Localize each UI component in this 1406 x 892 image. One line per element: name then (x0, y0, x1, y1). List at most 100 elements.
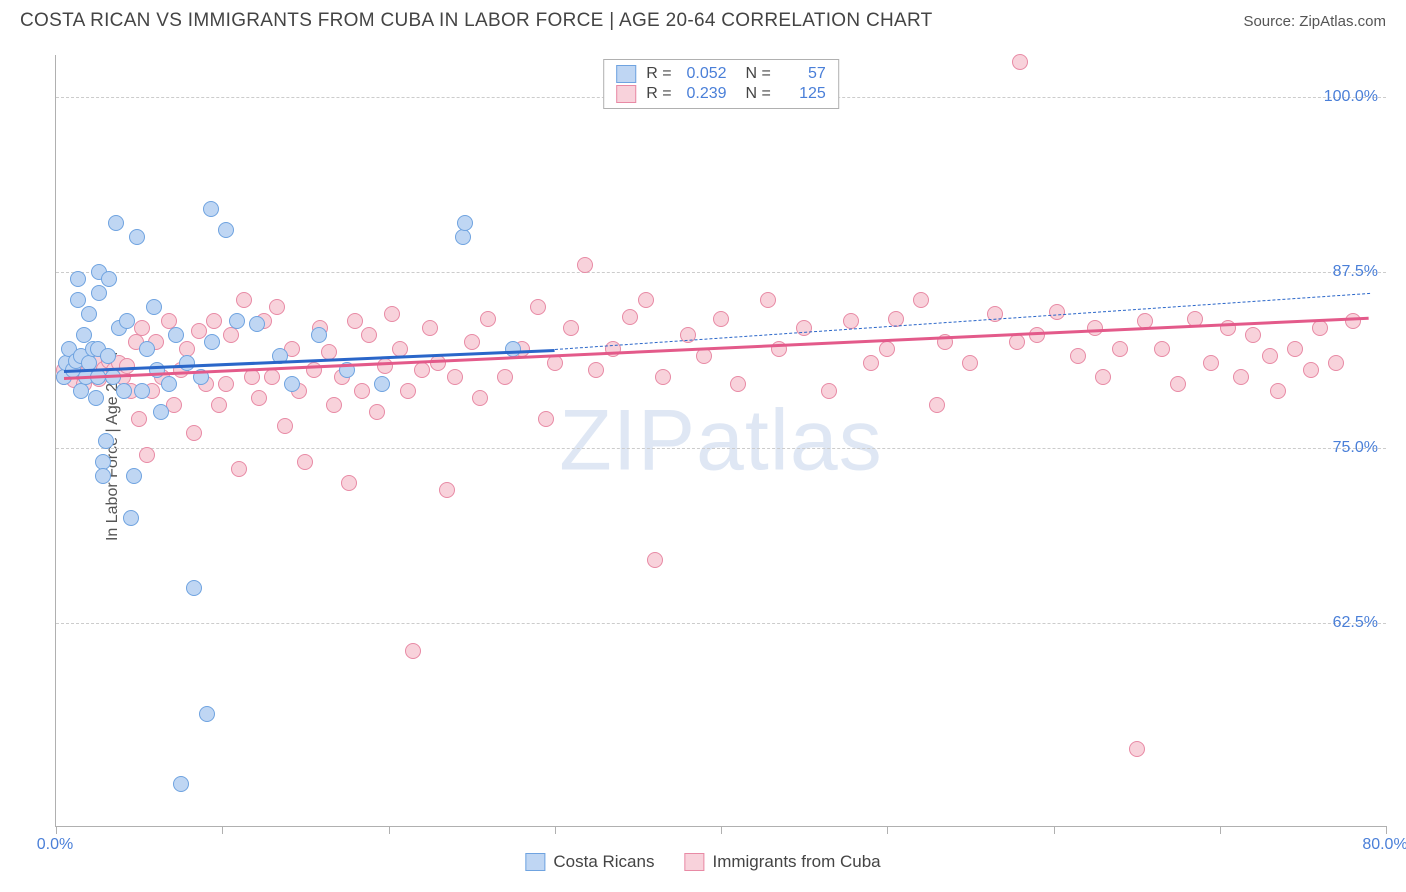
scatter-point (134, 383, 150, 399)
scatter-point (655, 369, 671, 385)
scatter-point (1287, 341, 1303, 357)
scatter-point (70, 292, 86, 308)
scatter-point (236, 292, 252, 308)
x-tick (56, 826, 57, 834)
scatter-point (455, 229, 471, 245)
scatter-point (1012, 54, 1028, 70)
scatter-point (206, 313, 222, 329)
scatter-point (760, 292, 776, 308)
legend-label-1: Immigrants from Cuba (712, 852, 880, 872)
n-label: N = (737, 65, 771, 83)
scatter-point (341, 475, 357, 491)
scatter-point (796, 320, 812, 336)
scatter-point (191, 323, 207, 339)
r-label: R = (646, 85, 671, 103)
scatter-point (447, 369, 463, 385)
scatter-point (297, 454, 313, 470)
scatter-point (422, 320, 438, 336)
r-value-1: 0.239 (682, 85, 727, 103)
scatter-point (168, 327, 184, 343)
legend-swatch-1 (616, 85, 636, 103)
gridline (56, 272, 1386, 273)
scatter-point (218, 222, 234, 238)
scatter-point (229, 313, 245, 329)
scatter-point (1049, 304, 1065, 320)
scatter-point (251, 390, 267, 406)
scatter-point (538, 411, 554, 427)
scatter-point (119, 313, 135, 329)
scatter-plot-area: ZIPatlas R = 0.052 N = 57 R = 0.239 N = … (55, 55, 1386, 827)
scatter-point (116, 383, 132, 399)
scatter-point (249, 316, 265, 332)
y-tick-label: 100.0% (1324, 88, 1378, 106)
scatter-point (1112, 341, 1128, 357)
scatter-point (1245, 327, 1261, 343)
scatter-point (146, 299, 162, 315)
scatter-point (713, 311, 729, 327)
scatter-point (1233, 369, 1249, 385)
scatter-point (73, 383, 89, 399)
y-tick-label: 62.5% (1333, 614, 1378, 632)
scatter-point (199, 706, 215, 722)
scatter-point (203, 201, 219, 217)
scatter-point (153, 404, 169, 420)
r-label: R = (646, 65, 671, 83)
scatter-point (497, 369, 513, 385)
scatter-point (464, 334, 480, 350)
scatter-point (326, 397, 342, 413)
scatter-point (186, 580, 202, 596)
y-tick-label: 75.0% (1333, 439, 1378, 457)
r-value-0: 0.052 (682, 65, 727, 83)
correlation-legend: R = 0.052 N = 57 R = 0.239 N = 125 (603, 59, 839, 109)
scatter-point (730, 376, 746, 392)
scatter-point (98, 433, 114, 449)
scatter-point (123, 510, 139, 526)
scatter-point (223, 327, 239, 343)
scatter-point (1312, 320, 1328, 336)
scatter-point (1262, 348, 1278, 364)
scatter-point (204, 334, 220, 350)
scatter-point (962, 355, 978, 371)
x-tick (555, 826, 556, 834)
scatter-point (1303, 362, 1319, 378)
x-tick (1054, 826, 1055, 834)
scatter-point (1070, 348, 1086, 364)
scatter-point (134, 320, 150, 336)
legend-swatch-0b (525, 853, 545, 871)
x-tick (389, 826, 390, 834)
x-tick-label: 80.0% (1362, 836, 1406, 854)
scatter-point (244, 369, 260, 385)
scatter-point (173, 776, 189, 792)
scatter-point (1009, 334, 1025, 350)
legend-row-series-1: R = 0.239 N = 125 (616, 84, 826, 104)
scatter-point (277, 418, 293, 434)
scatter-point (405, 643, 421, 659)
legend-item-0: Costa Ricans (525, 852, 654, 872)
scatter-point (311, 327, 327, 343)
scatter-point (384, 306, 400, 322)
scatter-point (913, 292, 929, 308)
scatter-point (218, 376, 234, 392)
scatter-point (211, 397, 227, 413)
scatter-point (530, 299, 546, 315)
x-tick (222, 826, 223, 834)
x-tick (1386, 826, 1387, 834)
scatter-point (129, 229, 145, 245)
legend-swatch-0 (616, 65, 636, 83)
scatter-point (1270, 383, 1286, 399)
scatter-point (1029, 327, 1045, 343)
scatter-point (414, 362, 430, 378)
scatter-point (863, 355, 879, 371)
scatter-point (126, 468, 142, 484)
scatter-point (563, 320, 579, 336)
legend-item-1: Immigrants from Cuba (684, 852, 880, 872)
n-value-1: 125 (781, 85, 826, 103)
source-label: Source: ZipAtlas.com (1243, 13, 1386, 30)
scatter-point (139, 341, 155, 357)
scatter-point (929, 397, 945, 413)
scatter-point (179, 355, 195, 371)
x-tick (721, 826, 722, 834)
scatter-point (1203, 355, 1219, 371)
scatter-point (638, 292, 654, 308)
scatter-point (843, 313, 859, 329)
